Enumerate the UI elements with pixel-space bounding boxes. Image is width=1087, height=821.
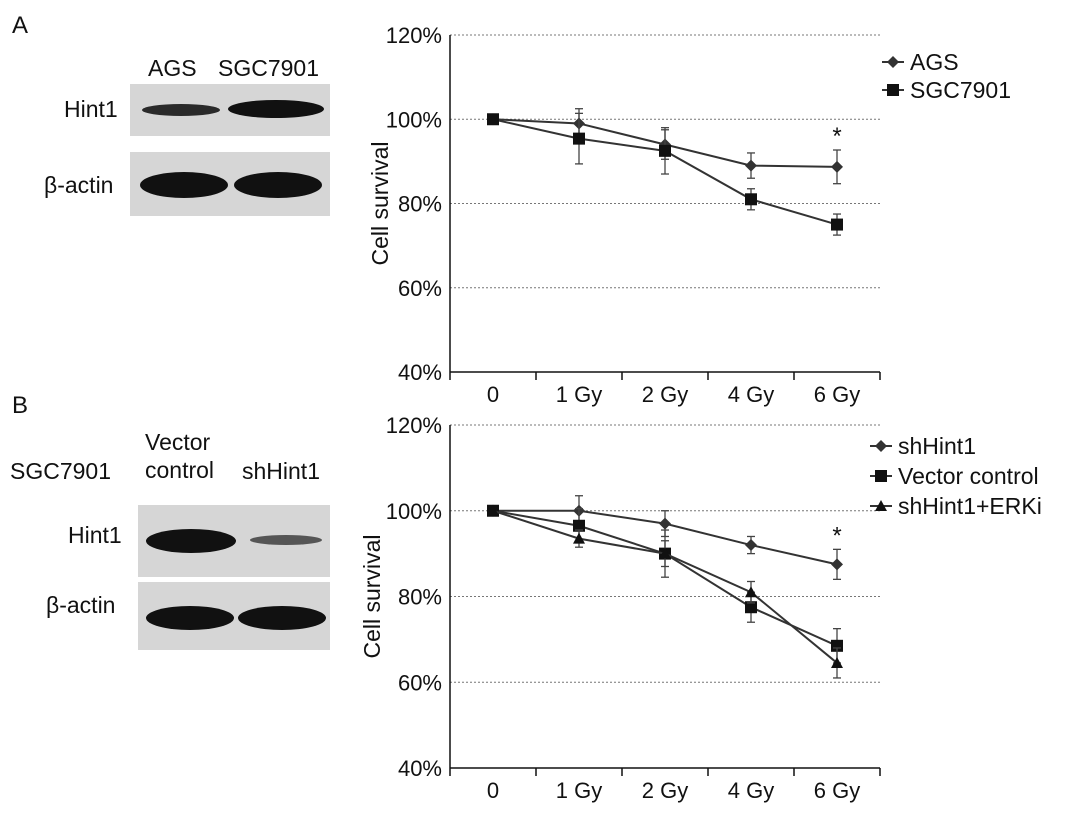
chart-b-data-point — [831, 639, 843, 652]
blot-band — [250, 535, 322, 545]
chart-b-data-point — [573, 532, 585, 544]
chart-b-legend-label: Vector control — [898, 463, 1039, 489]
chart-b-xtick-label: 2 Gy — [642, 778, 688, 803]
blot-a-row-label-hint1: Hint1 — [64, 96, 118, 122]
chart-b-data-point — [745, 586, 757, 598]
chart-a-ylabel: Cell survival — [367, 142, 393, 266]
blot-a-actin-strip — [130, 152, 330, 216]
chart-b-xtick-label: 4 Gy — [728, 778, 774, 803]
chart-b-ytick-label: 80% — [398, 585, 442, 610]
blot-band — [238, 606, 326, 630]
chart-b-data-point — [487, 504, 499, 516]
chart-b-legend-label: shHint1 — [898, 433, 976, 459]
chart-a-ytick-label: 80% — [398, 192, 442, 217]
chart-b-legend-marker — [875, 470, 887, 482]
chart-a-legend-label: SGC7901 — [910, 77, 1011, 103]
chart-b-xtick-label: 6 Gy — [814, 778, 860, 803]
blot-a-column-label-sgc7901: SGC7901 — [218, 55, 320, 81]
panel-b-letter: B — [12, 392, 29, 419]
panel-a-letter: A — [12, 12, 29, 39]
chart-a-data-point — [659, 144, 671, 157]
chart-a-data-point — [573, 132, 585, 145]
chart-b-significance-marker: * — [832, 522, 841, 549]
chart-b-data-point — [745, 601, 757, 614]
chart-b-ytick-label: 120% — [386, 413, 442, 438]
blot-b-hint1-strip — [138, 505, 330, 577]
chart-b-data-point — [745, 539, 757, 552]
blot-band — [228, 100, 324, 118]
chart-b-ytick-label: 60% — [398, 670, 442, 695]
chart-a-xtick-label: 4 Gy — [728, 382, 774, 407]
chart-a-data-point — [487, 113, 499, 126]
chart-b-ytick-label: 100% — [386, 499, 442, 524]
chart-b-data-point — [659, 547, 671, 559]
chart-a-legend-label: AGS — [910, 49, 959, 75]
chart-b-data-point — [831, 656, 843, 668]
blot-b-cell-line-label: SGC7901 — [10, 458, 112, 484]
chart-a-data-point — [831, 218, 843, 231]
blot-b-row-label-beta-actin: β-actin — [46, 592, 116, 618]
blot-a-row-label-beta-actin: β-actin — [44, 172, 114, 198]
chart-b-legend-label: shHint1+ERKi — [898, 493, 1042, 519]
chart-a-legend-marker — [887, 84, 899, 96]
blot-band — [146, 606, 234, 630]
chart-a-data-point — [831, 160, 843, 173]
chart-a-data-point — [745, 159, 757, 172]
chart-b-data-point — [573, 519, 585, 532]
chart-b-data-point — [659, 517, 671, 530]
blot-b-actin-strip — [138, 582, 330, 650]
blot-a-hint1-strip — [130, 84, 330, 136]
chart-a-xtick-label: 6 Gy — [814, 382, 860, 407]
chart-a-significance-marker: * — [832, 123, 841, 150]
chart-a-xtick-label: 2 Gy — [642, 382, 688, 407]
chart-b-ytick-label: 40% — [398, 756, 442, 781]
chart-a-ytick-label: 100% — [386, 107, 442, 132]
blot-b-column-label-shhint1: shHint1 — [242, 458, 320, 484]
chart-a-data-point — [745, 193, 757, 206]
chart-b-xtick-label: 1 Gy — [556, 778, 602, 803]
blot-b-column-label-vector-control: Vector control — [145, 429, 215, 483]
chart-a-ytick-label: 120% — [386, 23, 442, 48]
chart-b-legend-marker — [875, 440, 887, 452]
chart-a-ytick-label: 40% — [398, 360, 442, 385]
chart-b-data-point — [831, 558, 843, 571]
chart-b-ylabel: Cell survival — [359, 535, 385, 659]
blot-a-column-label-ags: AGS — [148, 55, 197, 81]
chart-a-legend-marker — [887, 56, 899, 68]
chart-a-xtick-label: 1 Gy — [556, 382, 602, 407]
blot-band — [234, 172, 322, 198]
blot-band — [140, 172, 228, 198]
chart-a-xtick-label: 0 — [487, 382, 499, 407]
chart-b-legend-marker — [875, 500, 887, 511]
blot-b-row-label-hint1: Hint1 — [68, 522, 122, 548]
blot-band — [142, 104, 220, 116]
chart-b-xtick-label: 0 — [487, 778, 499, 803]
blot-band — [146, 529, 236, 553]
chart-a-ytick-label: 60% — [398, 276, 442, 301]
